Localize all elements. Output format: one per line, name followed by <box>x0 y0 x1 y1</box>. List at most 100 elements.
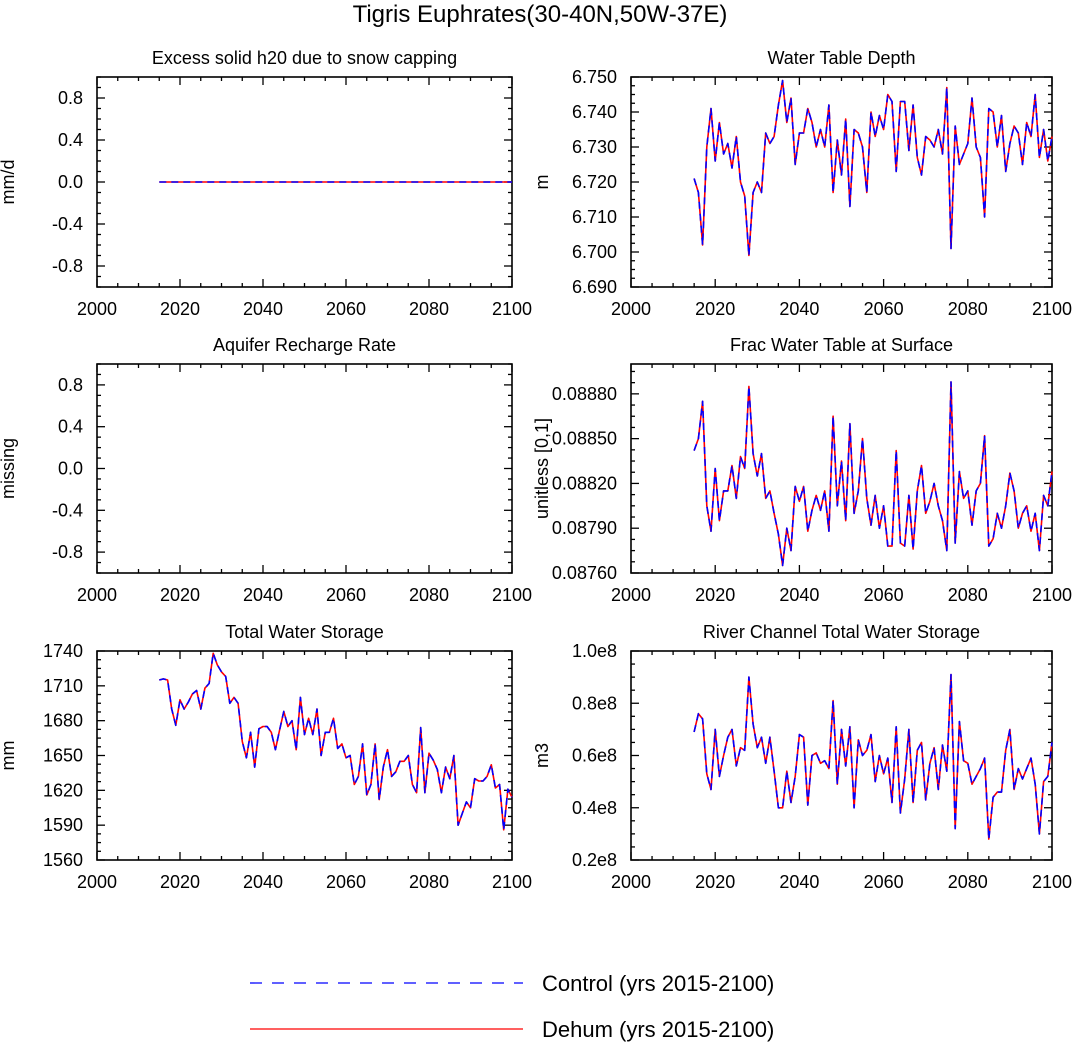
x-tick-label: 2080 <box>948 299 988 319</box>
x-tick-label: 2100 <box>492 872 532 892</box>
x-tick-label: 2080 <box>409 299 449 319</box>
x-tick-label: 2040 <box>779 872 819 892</box>
y-tick-label: 0.0 <box>58 172 83 192</box>
legend: Control (yrs 2015-2100) Dehum (yrs 2015-… <box>250 971 774 1042</box>
y-tick-label: 0.8e8 <box>572 693 617 713</box>
y-tick-label: 6.700 <box>572 242 617 262</box>
x-tick-label: 2060 <box>864 872 904 892</box>
y-tick-label: -0.4 <box>52 214 83 234</box>
series-line-control <box>159 652 513 831</box>
x-tick-label: 2020 <box>695 585 735 605</box>
y-tick-label: 1710 <box>43 676 83 696</box>
legend-label-dehum: Dehum (yrs 2015-2100) <box>542 1017 774 1042</box>
x-tick-label: 2020 <box>160 872 200 892</box>
series-line-control <box>693 673 1053 840</box>
series-line-control <box>693 381 1053 567</box>
x-tick-label: 2080 <box>948 872 988 892</box>
x-tick-label: 2080 <box>409 585 449 605</box>
y-tick-label: -0.8 <box>52 256 83 276</box>
chart-panel-6: River Channel Total Water Storage m3 2000 2… <box>532 622 1072 892</box>
series-line-dehum <box>693 79 1053 257</box>
x-tick-label: 2040 <box>779 585 819 605</box>
series-line-dehum <box>159 652 513 831</box>
x-tick-label: 2060 <box>326 299 366 319</box>
y-tick-label: 6.740 <box>572 102 617 122</box>
panel-title: Aquifer Recharge Rate <box>213 335 396 355</box>
x-tick-label: 2020 <box>695 872 735 892</box>
chart-panel-4: Frac Water Table at Surface unitless [0,1… <box>532 335 1072 605</box>
chart-panel-5: Total Water Storage mm 2000 2020 2040 2060 208… <box>0 622 532 892</box>
legend-label-control: Control (yrs 2015-2100) <box>542 971 774 996</box>
y-axis-label: missing <box>0 438 18 499</box>
y-tick-label: 1590 <box>43 815 83 835</box>
y-tick-label: 0.08880 <box>552 384 617 404</box>
y-tick-label: 6.750 <box>572 67 617 87</box>
y-tick-label: 6.730 <box>572 137 617 157</box>
panel-title: Water Table Depth <box>767 48 915 68</box>
plot-frame <box>96 363 513 574</box>
y-tick-label: 0.8 <box>58 88 83 108</box>
x-tick-label: 2000 <box>611 872 651 892</box>
panel-title: Excess solid h20 due to snow capping <box>152 48 457 68</box>
x-tick-label: 2020 <box>695 299 735 319</box>
x-tick-label: 2100 <box>1032 872 1072 892</box>
x-tick-label: 2060 <box>326 585 366 605</box>
y-tick-label: -0.8 <box>52 542 83 562</box>
y-tick-label: 0.4 <box>58 130 83 150</box>
y-axis-label: mm/d <box>0 160 18 205</box>
x-tick-label: 2040 <box>243 299 283 319</box>
x-tick-label: 2000 <box>611 299 651 319</box>
x-tick-label: 2060 <box>864 299 904 319</box>
y-tick-label: 1740 <box>43 641 83 661</box>
x-tick-label: 2100 <box>1032 585 1072 605</box>
y-tick-label: 0.4 <box>58 417 83 437</box>
y-tick-label: 0.8 <box>58 375 83 395</box>
y-tick-label: 0.6e8 <box>572 746 617 766</box>
y-tick-label: 6.710 <box>572 207 617 227</box>
x-tick-label: 2080 <box>948 585 988 605</box>
figure-title: Tigris Euphrates(30-40N,50W-37E) <box>353 1 728 28</box>
x-tick-label: 2100 <box>492 299 532 319</box>
x-tick-label: 2060 <box>326 872 366 892</box>
y-tick-label: 0.0 <box>58 459 83 479</box>
x-tick-label: 2060 <box>864 585 904 605</box>
y-tick-label: 0.4e8 <box>572 798 617 818</box>
y-tick-label: 1.0e8 <box>572 641 617 661</box>
series-line-control <box>693 79 1053 257</box>
panel-title: Frac Water Table at Surface <box>730 335 953 355</box>
x-tick-label: 2000 <box>611 585 651 605</box>
chart-panel-2: Water Table Depth m 2000 2020 2040 2060 2080 21… <box>532 48 1072 319</box>
y-tick-label: 1680 <box>43 711 83 731</box>
chart-panel-1: Excess solid h20 due to snow capping mm/d… <box>0 48 532 319</box>
y-tick-label: 6.690 <box>572 277 617 297</box>
x-tick-label: 2100 <box>492 585 532 605</box>
y-axis-label: m3 <box>532 743 552 768</box>
y-tick-label: 1650 <box>43 746 83 766</box>
y-axis-label: mm <box>0 741 18 771</box>
y-tick-label: 0.08760 <box>552 563 617 583</box>
x-tick-label: 2020 <box>160 299 200 319</box>
panel-title: River Channel Total Water Storage <box>703 622 980 642</box>
y-tick-label: -0.4 <box>52 500 83 520</box>
y-tick-label: 1560 <box>43 850 83 870</box>
x-tick-label: 2040 <box>243 872 283 892</box>
y-tick-label: 1620 <box>43 780 83 800</box>
y-axis-label: unitless [0,1] <box>532 418 552 519</box>
x-tick-label: 2040 <box>243 585 283 605</box>
x-tick-label: 2000 <box>77 585 117 605</box>
plot-frame <box>96 650 513 861</box>
y-tick-label: 0.2e8 <box>572 850 617 870</box>
x-tick-label: 2020 <box>160 585 200 605</box>
y-axis-label: m <box>532 175 552 190</box>
x-tick-label: 2040 <box>779 299 819 319</box>
x-tick-label: 2080 <box>409 872 449 892</box>
x-tick-label: 2100 <box>1032 299 1072 319</box>
x-tick-label: 2000 <box>77 299 117 319</box>
chart-panel-3: Aquifer Recharge Rate missing 2000 2020 2040… <box>0 335 532 605</box>
panel-title: Total Water Storage <box>225 622 383 642</box>
series-line-dehum <box>693 381 1053 567</box>
x-tick-label: 2000 <box>77 872 117 892</box>
y-tick-label: 0.08820 <box>552 473 617 493</box>
y-tick-label: 0.08850 <box>552 429 617 449</box>
